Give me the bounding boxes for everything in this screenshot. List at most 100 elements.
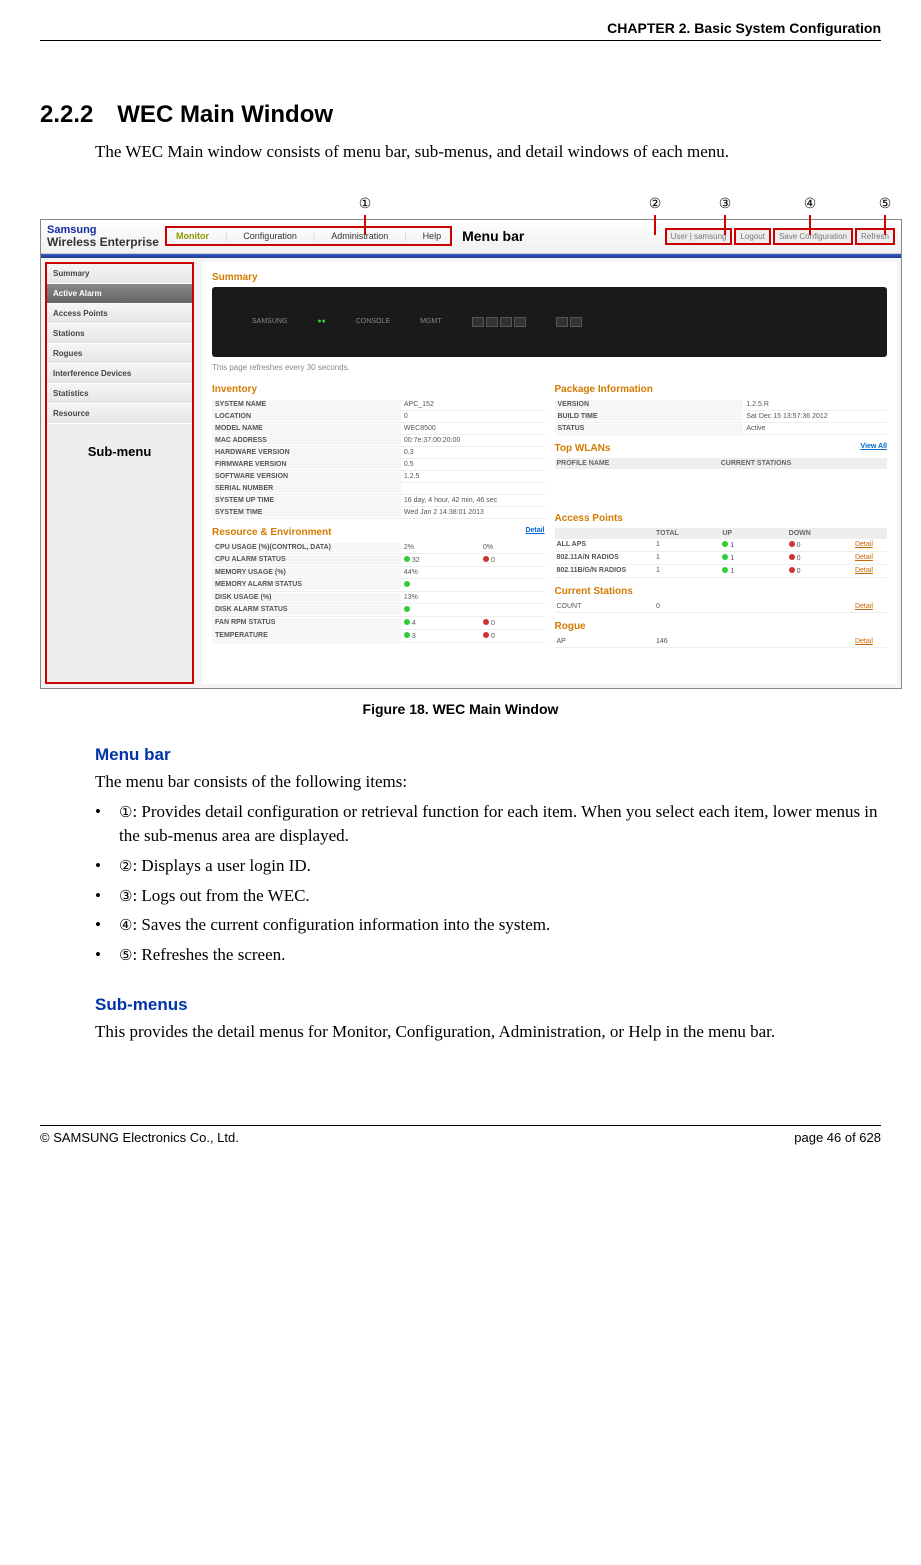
sidebar-item[interactable]: Rogues: [47, 344, 192, 364]
figure-caption: Figure 18. WEC Main Window: [40, 701, 881, 717]
table-row: MEMORY USAGE (%)44%: [212, 567, 545, 579]
table-row: ALL APS110Detail: [555, 539, 888, 552]
table-row: TEMPERATURE30: [212, 630, 545, 643]
list-item: •②: Displays a user login ID.: [95, 854, 881, 878]
inventory-title: Inventory: [212, 384, 545, 395]
menu-item[interactable]: Administration: [323, 229, 396, 243]
sidebar-item[interactable]: Resource: [47, 404, 192, 424]
screenshot: Samsung Wireless Enterprise Monitor|Conf…: [40, 219, 902, 689]
callouts-row: ①②③④⑤: [40, 195, 900, 219]
ss-body: SummaryActive AlarmAccess PointsStations…: [41, 258, 901, 688]
table-row: MEMORY ALARM STATUS: [212, 579, 545, 592]
callout-2: ②: [649, 195, 662, 212]
table-row: CPU USAGE (%)(CONTROL, DATA)2%0%: [212, 542, 545, 554]
list-item: •③: Logs out from the WEC.: [95, 884, 881, 908]
footer: © SAMSUNG Electronics Co., Ltd. page 46 …: [40, 1125, 881, 1145]
ss-menu-bar[interactable]: Monitor|Configuration|Administration|Hel…: [165, 226, 452, 246]
table-row: VERSION1.2.5.R: [555, 399, 888, 411]
table-row: 802.11A/N RADIOS110Detail: [555, 552, 888, 565]
cs-title: Current Stations: [555, 586, 888, 597]
section-number: 2.2.2: [40, 101, 93, 129]
table-row: MAC ADDRESS00:7e:37:00:20:00: [212, 435, 545, 447]
callout-5: ⑤: [879, 195, 892, 212]
table-row: HARDWARE VERSION0.3: [212, 447, 545, 459]
resenv-table: CPU USAGE (%)(CONTROL, DATA)2%0%CPU ALAR…: [212, 542, 545, 643]
menu-item[interactable]: Help: [415, 229, 450, 243]
callout-line: [809, 215, 811, 235]
sidebar-item[interactable]: Access Points: [47, 304, 192, 324]
ap-header: TOTAL UP DOWN: [555, 528, 888, 539]
separator: |: [217, 229, 235, 243]
callout-line: [364, 215, 366, 235]
table-row: STATUSActive: [555, 423, 888, 435]
rogue-row: AP146Detail: [555, 636, 888, 648]
list-item: •④: Saves the current configuration info…: [95, 913, 881, 937]
topbar-button[interactable]: Save Configuration: [773, 228, 853, 245]
logo-top: Samsung: [47, 224, 159, 236]
topbar-button[interactable]: Refresh: [855, 228, 895, 245]
detail-link[interactable]: Detail: [855, 567, 885, 575]
ss-sidebar: SummaryActive AlarmAccess PointsStations…: [45, 262, 194, 684]
callout-line: [884, 215, 886, 235]
sidebar-item[interactable]: Active Alarm: [47, 284, 192, 304]
submenu-label: Sub-menu: [47, 444, 192, 459]
sidebar-item[interactable]: Stations: [47, 324, 192, 344]
sidebar-item[interactable]: Statistics: [47, 384, 192, 404]
ss-topbar: Samsung Wireless Enterprise Monitor|Conf…: [41, 220, 901, 254]
topwlan-header: PROFILE NAMECURRENT STATIONS: [555, 458, 888, 469]
refresh-note: This page refreshes every 30 seconds.: [212, 363, 887, 372]
top-rule: [40, 40, 881, 41]
detail-link[interactable]: Detail: [525, 527, 544, 534]
device-brand: SAMSUNG: [252, 318, 287, 325]
table-row: FIRMWARE VERSION0.5: [212, 459, 545, 471]
topbar-button[interactable]: Logout: [734, 228, 770, 245]
table-row: FAN RPM STATUS40: [212, 617, 545, 630]
ss-main: Summary SAMSUNG ●● CONSOLEMGMT This page…: [202, 262, 897, 684]
detail-link[interactable]: Detail: [855, 638, 885, 645]
submenu-section-title: Sub-menus: [95, 995, 881, 1015]
menubar-intro: The menu bar consists of the following i…: [95, 769, 881, 795]
ap-rows: ALL APS110Detail802.11A/N RADIOS110Detai…: [555, 539, 888, 578]
menu-item[interactable]: Configuration: [235, 229, 305, 243]
detail-link[interactable]: Detail: [855, 541, 885, 549]
pkg-title: Package Information: [555, 384, 888, 395]
detail-link[interactable]: Detail: [855, 603, 885, 610]
cs-row: COUNT0Detail: [555, 601, 888, 613]
inventory-table: SYSTEM NAMEAPC_152LOCATION0MODEL NAMEWEC…: [212, 399, 545, 519]
menu-item[interactable]: Monitor: [168, 229, 217, 243]
device-image: SAMSUNG ●● CONSOLEMGMT: [212, 287, 887, 357]
list-item: •⑤: Refreshes the screen.: [95, 943, 881, 967]
table-row: 802.11B/G/N RADIOS110Detail: [555, 565, 888, 578]
callout-line: [654, 215, 656, 235]
section-title: WEC Main Window: [117, 101, 333, 129]
table-row: SYSTEM UP TIME16 day, 4 hour, 42 min, 46…: [212, 495, 545, 507]
sidebar-item[interactable]: Interference Devices: [47, 364, 192, 384]
table-row: SOFTWARE VERSION1.2.5: [212, 471, 545, 483]
table-row: SYSTEM NAMEAPC_152: [212, 399, 545, 411]
table-row: DISK USAGE (%)13%: [212, 592, 545, 604]
callout-3: ③: [719, 195, 732, 212]
table-row: DISK ALARM STATUS: [212, 604, 545, 617]
callout-4: ④: [804, 195, 817, 212]
table-row: LOCATION0: [212, 411, 545, 423]
ss-right-buttons: User | samsungLogoutSave ConfigurationRe…: [665, 228, 895, 245]
chapter-header: CHAPTER 2. Basic System Configuration: [40, 20, 881, 36]
footer-left: © SAMSUNG Electronics Co., Ltd.: [40, 1130, 239, 1145]
table-row: BUILD TIMESat Dec 15 13:57:36 2012: [555, 411, 888, 423]
menubar-label: Menu bar: [462, 228, 524, 244]
topbar-button[interactable]: User | samsung: [665, 228, 733, 245]
viewall-link[interactable]: View All: [861, 443, 887, 450]
table-row: SYSTEM TIMEWed Jan 2 14:38:01 2013: [212, 507, 545, 519]
separator: |: [305, 229, 323, 243]
intro-text: The WEC Main window consists of menu bar…: [95, 139, 881, 165]
ss-logo: Samsung Wireless Enterprise: [47, 224, 159, 249]
table-row: CPU ALARM STATUS320: [212, 554, 545, 567]
sidebar-item[interactable]: Summary: [47, 264, 192, 284]
ap-title: Access Points: [555, 513, 888, 524]
logo-bottom: Wireless Enterprise: [47, 236, 159, 249]
detail-link[interactable]: Detail: [855, 554, 885, 562]
list-item: •①: Provides detail configuration or ret…: [95, 800, 881, 848]
menubar-section-title: Menu bar: [95, 745, 881, 765]
table-row: MODEL NAMEWEC8500: [212, 423, 545, 435]
menubar-list: •①: Provides detail configuration or ret…: [95, 800, 881, 967]
